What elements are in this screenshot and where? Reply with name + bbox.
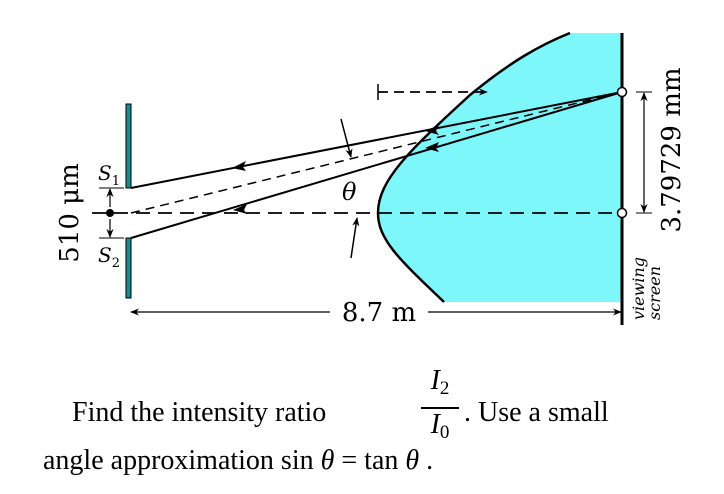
screen-offset-label: 3.79729 mm [657, 67, 687, 232]
angle-label: θ [342, 178, 357, 206]
fraction-bar [421, 407, 459, 409]
source-s2-label: S2 [98, 243, 120, 271]
source-s1-label: S1 [98, 161, 120, 189]
screen-label-line1: viewing [629, 257, 648, 320]
ray-s1-arrow-1 [232, 161, 246, 171]
ray-s1-arrow-2 [425, 125, 439, 135]
source-dot [106, 209, 114, 217]
ray-s2-arrow-2 [425, 142, 439, 152]
slit-plate-bottom [125, 237, 132, 299]
ray-s2 [130, 91, 623, 239]
pointer-arrow-top [340, 118, 353, 158]
screen-point-center [616, 207, 628, 219]
slit-separation-label: 510 μm [55, 163, 85, 262]
intensity-pattern-region [378, 33, 622, 302]
intensity-curve [376, 31, 571, 303]
screen-label-line2: screen [645, 266, 664, 320]
diagram-svg: θ 3.79729 mm viewing screen 8.7 m 510 μm… [55, 31, 687, 328]
fraction-denominator: I0 [430, 409, 450, 443]
problem-line-2: angle approximation sin θ = tan θ . [43, 445, 434, 476]
fraction-numerator: I2 [430, 365, 450, 399]
pointer-arrow-bottom [350, 217, 360, 259]
problem-statement: Find the intensity ratio I2 I0 . Use a s… [0, 355, 724, 494]
problem-text-start: Find the intensity ratio [72, 397, 327, 428]
slit-plate-top [125, 103, 132, 189]
ray-s1 [130, 91, 623, 189]
ray-s2-arrow-1 [233, 204, 247, 214]
distance-label: 8.7 m [342, 298, 416, 328]
problem-text-end: . Use a small [464, 397, 609, 428]
ray-center [130, 91, 623, 214]
screen-point-fringe [616, 86, 628, 98]
